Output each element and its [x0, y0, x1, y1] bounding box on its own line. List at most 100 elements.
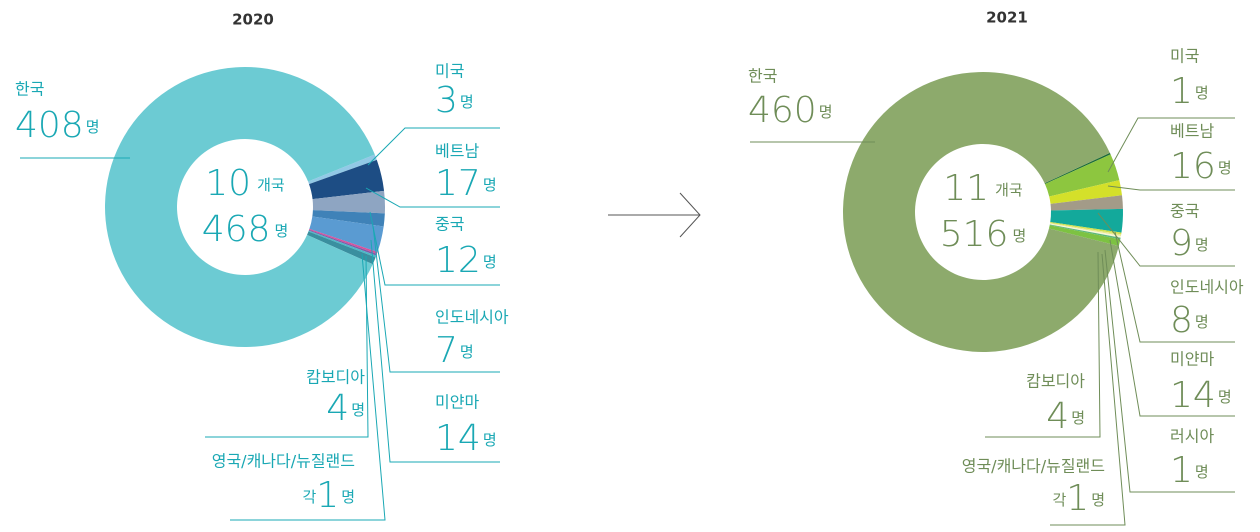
slice-value: 12 명 — [435, 240, 497, 281]
arrow — [608, 192, 701, 238]
center-count: 11 개국 — [943, 168, 1023, 209]
leader-line — [367, 127, 500, 166]
value-number: 1 — [1170, 450, 1193, 491]
donut-slice — [1050, 195, 1123, 211]
slice-value: 각1 명 — [1052, 478, 1105, 519]
leader-line — [1107, 185, 1235, 191]
center-total: 468 명 — [202, 209, 289, 250]
value-number: 1 — [1170, 71, 1193, 112]
slice-value: 408 명 — [15, 105, 100, 146]
value-unit: 명 — [1091, 491, 1105, 509]
slice-name: 베트남 — [435, 142, 479, 161]
value-unit: 명 — [1071, 409, 1085, 427]
donut-slice — [842, 71, 1119, 352]
value-unit: 명 — [1195, 236, 1209, 254]
value-unit: 명 — [460, 343, 474, 361]
chart-title: 2021 — [986, 9, 1028, 27]
slice-value: 460 명 — [748, 90, 833, 131]
value-number: 14 — [1170, 375, 1216, 416]
donut-slice — [1044, 154, 1120, 197]
count-number: 11 — [943, 168, 989, 209]
count-number: 10 — [205, 163, 251, 204]
value-unit: 명 — [483, 431, 497, 449]
value-number: 4 — [326, 388, 349, 429]
slice-value: 14 명 — [1170, 375, 1232, 416]
donut-slice — [309, 159, 385, 200]
slice-name: 중국 — [435, 215, 464, 234]
leader-line — [205, 255, 369, 438]
count-unit: 개국 — [257, 176, 285, 194]
leader-line — [230, 253, 386, 521]
leader-line — [1114, 231, 1235, 343]
value-unit: 명 — [1218, 388, 1232, 406]
total-number: 468 — [202, 209, 271, 250]
value-unit: 명 — [1195, 463, 1209, 481]
value-number: 1 — [1066, 478, 1089, 519]
value-number: 8 — [1170, 300, 1193, 341]
slice-value: 17 명 — [435, 163, 497, 204]
slice-name: 미국 — [1170, 47, 1199, 66]
leader-line — [1050, 253, 1126, 526]
leader-line — [1104, 249, 1235, 493]
slice-name: 미얀마 — [435, 393, 479, 412]
total-unit: 명 — [274, 222, 288, 240]
donut-slice — [1049, 180, 1122, 204]
value-unit: 명 — [819, 103, 833, 121]
value-number: 1 — [316, 475, 339, 516]
value-number: 408 — [15, 105, 84, 146]
value-prefix: 각 — [1052, 491, 1066, 509]
slice-name: 영국/캐나다/뉴질랜드 — [212, 452, 355, 471]
donut-slice — [309, 228, 378, 254]
value-unit: 명 — [86, 118, 100, 136]
value-unit: 명 — [1195, 313, 1209, 331]
leader-line — [1097, 212, 1235, 267]
total-number: 516 — [940, 214, 1009, 255]
donut-slice — [307, 231, 376, 265]
slice-value: 14 명 — [435, 418, 497, 459]
slice-value: 각1 명 — [302, 475, 355, 516]
slice-name: 러시아 — [1170, 427, 1214, 446]
value-unit: 명 — [483, 176, 497, 194]
donut-slice — [1044, 152, 1111, 185]
value-unit: 명 — [341, 488, 355, 506]
donut-slice — [1048, 225, 1121, 247]
slice-name: 캄보디아 — [1026, 372, 1085, 391]
value-number: 12 — [435, 240, 481, 281]
leader-line — [1109, 239, 1235, 417]
donut-slice — [105, 67, 375, 348]
value-unit: 명 — [483, 253, 497, 271]
value-number: 7 — [435, 330, 458, 371]
value-prefix: 각 — [302, 488, 316, 506]
slice-name: 베트남 — [1170, 122, 1214, 141]
chart-title: 2020 — [232, 11, 274, 29]
value-unit: 명 — [1218, 159, 1232, 177]
center-count: 10 개국 — [205, 163, 285, 204]
count-unit: 개국 — [995, 181, 1023, 199]
slice-name: 한국 — [748, 67, 777, 86]
value-unit: 명 — [1195, 84, 1209, 102]
donut-slice — [1049, 224, 1121, 240]
leader-line — [369, 211, 500, 286]
slice-name: 인도네시아 — [435, 308, 509, 327]
slice-name: 영국/캐나다/뉴질랜드 — [962, 457, 1105, 476]
leader-line — [372, 225, 500, 373]
slice-name: 인도네시아 — [1170, 278, 1244, 297]
donut-slice — [1050, 222, 1122, 235]
value-number: 4 — [1046, 396, 1069, 437]
donut-slice — [309, 216, 384, 253]
donut-slice — [308, 230, 377, 258]
value-number: 17 — [435, 163, 481, 204]
donut-slice — [308, 229, 377, 256]
donut-slice — [312, 190, 385, 214]
value-number: 460 — [748, 90, 817, 131]
leader-line — [1107, 117, 1235, 173]
value-number: 16 — [1170, 146, 1216, 187]
value-unit: 명 — [351, 401, 365, 419]
